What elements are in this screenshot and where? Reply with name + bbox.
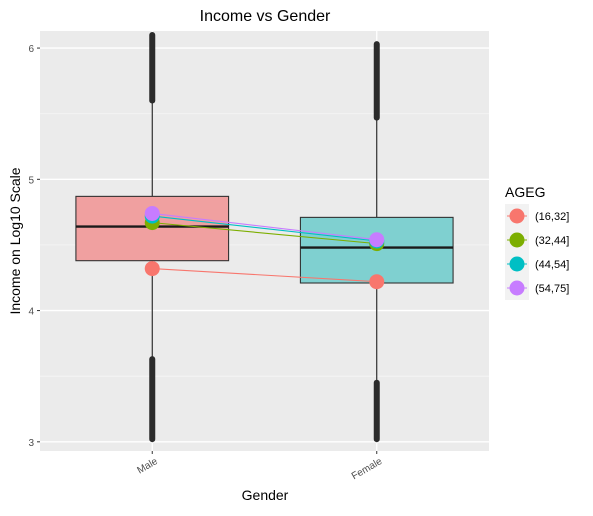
- y-axis-ticks: 3 4 5 6: [28, 44, 40, 449]
- series-layer: [144, 205, 385, 290]
- legend-key-point: [509, 280, 525, 296]
- legend-label: (54,75]: [535, 283, 569, 295]
- series-point: [369, 232, 385, 248]
- series-point: [144, 205, 160, 221]
- series-line: [152, 215, 377, 242]
- y-tick-label: 5: [28, 175, 34, 186]
- series-line: [152, 212, 377, 241]
- x-axis-ticks: Male Female: [135, 451, 385, 482]
- y-tick-label: 3: [28, 438, 34, 449]
- legend-label: (44,54]: [535, 259, 569, 271]
- y-tick-label: 6: [28, 44, 34, 55]
- legend-key-point: [509, 208, 525, 224]
- x-axis-label: Gender: [242, 487, 289, 503]
- legend-key-point: [509, 256, 525, 272]
- legend-label: (32,44]: [535, 235, 569, 247]
- y-axis-label: Income on Log10 Scale: [7, 167, 23, 314]
- series-point: [369, 274, 385, 290]
- x-tick-label: Male: [135, 456, 160, 477]
- legend-label: (16,32]: [535, 211, 569, 223]
- chart-title: Income vs Gender: [200, 8, 331, 25]
- legend-key-point: [509, 232, 525, 248]
- series-line: [152, 268, 377, 283]
- y-tick-label: 4: [28, 307, 34, 318]
- series-line: [152, 222, 377, 245]
- series-point: [144, 261, 160, 277]
- x-tick-label: Female: [350, 456, 385, 482]
- legend: AGEG (16,32] (32,44] (44,54] (54,75]: [505, 184, 569, 300]
- legend-title: AGEG: [505, 184, 545, 200]
